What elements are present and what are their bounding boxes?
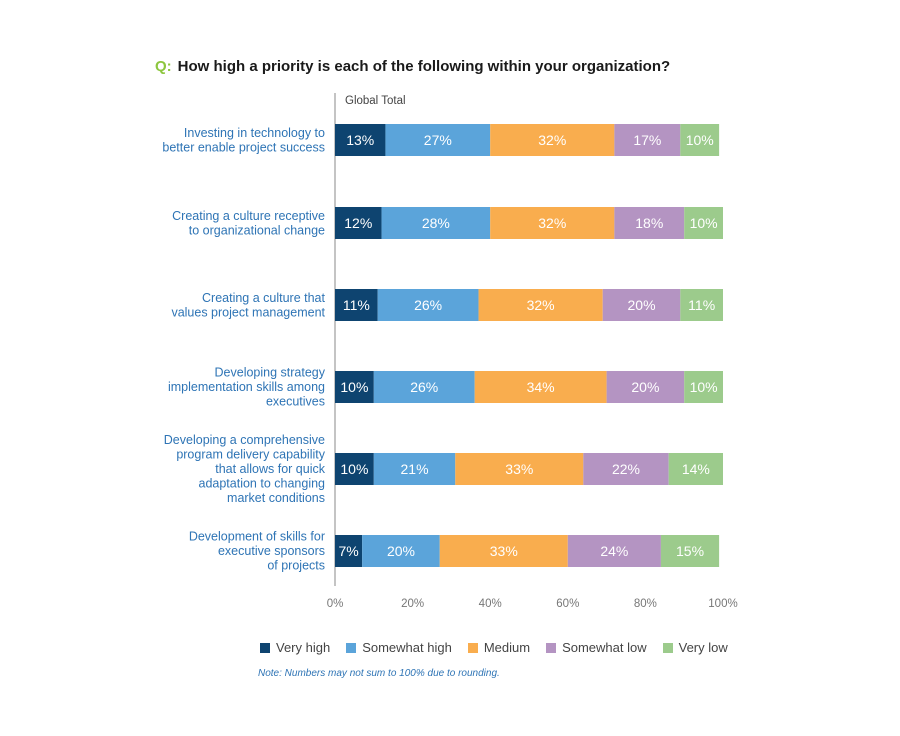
category-label: Investing in technology to better enable …: [162, 126, 325, 155]
bar-segment-medium: [490, 124, 615, 156]
legend-item: Somewhat low: [546, 640, 647, 655]
bar-value-label: 15%: [676, 543, 704, 559]
bar-value-label: 28%: [422, 215, 450, 231]
bar-value-label: 20%: [628, 297, 656, 313]
legend-swatch: [467, 642, 478, 653]
category-label: Development of skills for executive spons…: [189, 530, 325, 573]
category-label: Creating a culture receptive to organizat…: [172, 209, 325, 238]
bar-value-label: 11%: [343, 297, 370, 313]
bar-segment-very-low: [680, 124, 720, 156]
bar-segment-medium: [439, 535, 568, 567]
question-prefix: Q:: [155, 58, 172, 75]
category-label: Developing strategy implementation skills…: [168, 366, 326, 409]
bar-value-label: 17%: [633, 132, 661, 148]
bar-value-label: 34%: [527, 379, 555, 395]
bar-segment-medium: [455, 453, 584, 485]
bar-segment-medium: [478, 289, 603, 321]
bar-value-label: 33%: [490, 543, 518, 559]
bar-value-label: 10%: [690, 215, 718, 231]
bar-value-label: 22%: [612, 461, 640, 477]
legend-item: Very high: [260, 640, 330, 655]
legend-item: Somewhat high: [346, 640, 452, 655]
bar-value-label: 26%: [414, 297, 442, 313]
bar-segment-very-low: [660, 535, 720, 567]
question-text: How high a priority is each of the follo…: [177, 58, 671, 75]
bar-segment-medium: [474, 371, 607, 403]
bar-value-label: 10%: [340, 461, 368, 477]
bar-segment-somewhat-low: [614, 124, 681, 156]
bar-segment-very-low: [684, 371, 723, 403]
legend-label: Very low: [678, 640, 728, 655]
category-label: Creating a culture that values project ma…: [171, 291, 325, 320]
bar-value-label: 10%: [340, 379, 368, 395]
bar-segment-somewhat-high: [385, 124, 491, 156]
bar-segment-very-low: [680, 289, 723, 321]
legend-swatch: [546, 642, 557, 653]
legend-label: Very high: [276, 640, 331, 655]
bar-segment-very-high: [335, 535, 363, 567]
bar-value-label: 10%: [686, 132, 714, 148]
x-tick-label: 60%: [556, 598, 579, 610]
x-tick-label: 100%: [708, 598, 737, 610]
legend-swatch: [260, 642, 270, 653]
x-tick-label: 40%: [479, 598, 502, 610]
bar-segment-very-low: [668, 453, 723, 485]
legend-label: Somewhat high: [362, 640, 452, 655]
legend-item: Very low: [662, 640, 728, 655]
bar-segment-very-high: [335, 289, 378, 321]
question-title: Q: How high a priority is each of the fol…: [155, 58, 670, 75]
legend-swatch: [346, 642, 357, 653]
bar-value-label: 21%: [401, 461, 429, 477]
rounding-note: Note: Numbers may not sum to 100% due to…: [258, 668, 500, 679]
bar-value-label: 24%: [600, 543, 628, 559]
bar-segment-somewhat-low: [567, 535, 661, 567]
legend-swatch: [662, 642, 673, 653]
legend-item: Medium: [467, 640, 531, 655]
bar-segment-very-high: [335, 124, 386, 156]
bar-value-label: 27%: [424, 132, 452, 148]
bar-value-label: 18%: [635, 215, 663, 231]
legend-label: Medium: [483, 640, 531, 655]
bar-value-label: 20%: [387, 543, 415, 559]
bar-segment-somewhat-high: [381, 207, 491, 239]
bar-segment-very-high: [335, 453, 374, 485]
x-tick-label: 0%: [327, 598, 344, 610]
bar-value-label: 11%: [688, 297, 715, 313]
bar-segment-very-high: [335, 207, 382, 239]
bar-value-label: 32%: [538, 132, 566, 148]
bar-segment-somewhat-high: [362, 535, 440, 567]
bar-segment-very-high: [335, 371, 374, 403]
bar-segment-somewhat-high: [373, 453, 456, 485]
bar-value-label: 13%: [346, 132, 374, 148]
legend-label: Somewhat low: [562, 640, 647, 655]
bar-segment-somewhat-low: [583, 453, 669, 485]
x-tick-label: 20%: [401, 598, 424, 610]
x-tick-label: 80%: [634, 598, 657, 610]
bar-segment-medium: [490, 207, 615, 239]
bar-segment-somewhat-high: [377, 289, 479, 321]
bar-value-label: 12%: [344, 215, 372, 231]
chart-legend: Very high Somewhat high Medium Somewhat low…: [260, 640, 728, 655]
bar-segment-somewhat-low: [614, 207, 685, 239]
bar-segment-very-low: [684, 207, 723, 239]
bar-value-label: 32%: [538, 215, 566, 231]
bar-value-label: 26%: [410, 379, 438, 395]
bar-segment-somewhat-low: [602, 289, 681, 321]
axis-title: Global Total: [345, 95, 406, 107]
bar-value-label: 32%: [527, 297, 555, 313]
bar-segment-somewhat-low: [606, 371, 685, 403]
category-label: Developing a comprehensive program delive…: [164, 433, 326, 505]
bar-value-label: 20%: [631, 379, 659, 395]
bar-value-label: 33%: [505, 461, 533, 477]
bar-value-label: 7%: [338, 543, 358, 559]
bar-segment-somewhat-high: [373, 371, 475, 403]
bar-value-label: 10%: [690, 379, 718, 395]
bar-value-label: 14%: [682, 461, 710, 477]
